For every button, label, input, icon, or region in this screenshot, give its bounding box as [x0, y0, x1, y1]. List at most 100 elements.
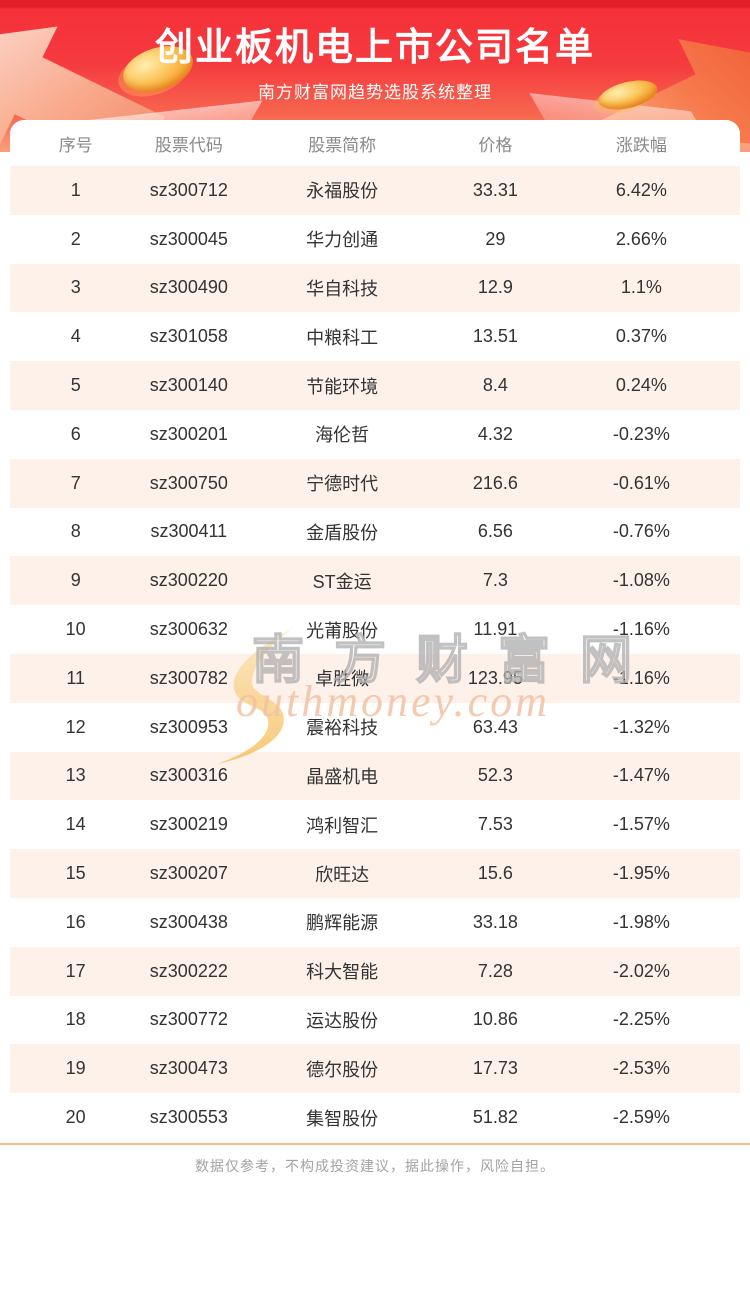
cell-change: 1.1%	[620, 277, 662, 298]
cell-index: 1	[70, 179, 81, 200]
cell-stock-code: sz300411	[150, 521, 228, 542]
cell-price: 6.56	[477, 521, 513, 542]
table-row: 2 sz300045 华力创通 29 2.66%	[10, 215, 740, 264]
cell-price: 8.4	[482, 375, 508, 396]
table-body: 1 sz300712 永福股份 33.31 6.42% 2 sz300045 华…	[10, 166, 740, 1142]
cell-stock-name: 中粮科工	[306, 327, 379, 348]
cell-price: 33.18	[472, 911, 518, 932]
cell-stock-name: 华自科技	[306, 278, 379, 299]
cell-price: 216.6	[472, 472, 518, 493]
cell-price: 52.3	[477, 765, 513, 786]
cell-stock-code: sz300750	[149, 472, 228, 493]
cell-change: -1.16%	[612, 619, 670, 640]
cell-price: 51.82	[472, 1107, 518, 1128]
footer-divider	[0, 1143, 750, 1145]
cell-stock-name: 鸿利智汇	[306, 815, 379, 836]
cell-stock-name: 德尔股份	[306, 1059, 379, 1080]
cell-index: 16	[65, 911, 86, 932]
column-header-index: 序号	[58, 135, 93, 155]
cell-index: 2	[70, 228, 81, 249]
cell-stock-code: sz300045	[149, 228, 228, 249]
table-row: 19 sz300473 德尔股份 17.73 -2.53%	[10, 1044, 740, 1094]
cell-index: 13	[65, 765, 86, 786]
cell-stock-code: sz300473	[149, 1058, 228, 1079]
table-row: 5 sz300140 节能环境 8.4 0.24%	[10, 361, 740, 410]
table-row: 9 sz300220 ST金运 7.3 -1.08%	[10, 556, 740, 606]
cell-stock-code: sz301058	[149, 326, 228, 347]
cell-stock-code: sz300316	[149, 765, 228, 786]
cell-stock-code: sz300632	[149, 619, 228, 640]
cell-stock-name: 晶盛机电	[306, 766, 379, 787]
cell-price: 29	[485, 228, 506, 249]
cell-change: -0.76%	[612, 521, 670, 542]
table-row: 11 sz300782 卓胜微 123.95 -1.16%	[10, 653, 740, 703]
cell-price: 10.86	[472, 1009, 518, 1030]
cell-stock-name: 科大智能	[306, 962, 379, 983]
cell-stock-name: 华力创通	[306, 230, 379, 251]
table-row: 8 sz300411 金盾股份 6.56 -0.76%	[10, 508, 740, 557]
cell-index: 10	[65, 619, 86, 640]
cell-stock-name: 海伦哲	[315, 425, 370, 446]
cell-change: 0.24%	[615, 375, 667, 396]
cell-price: 15.6	[477, 863, 513, 884]
cell-stock-code: sz300201	[149, 423, 228, 444]
table-header-row: 序号 股票代码 股票简称 价格 涨跌幅	[10, 120, 740, 166]
column-header-stock-name: 股票简称	[308, 135, 377, 155]
cell-price: 11.91	[473, 619, 518, 640]
table-row: 12 sz300953 震裕科技 63.43 -1.32%	[10, 703, 740, 752]
cell-stock-name: 运达股份	[306, 1010, 379, 1031]
cell-price: 7.53	[477, 814, 513, 835]
cell-index: 20	[65, 1107, 86, 1128]
table-row: 4 sz301058 中粮科工 13.51 0.37%	[10, 312, 740, 361]
cell-stock-name: 卓胜微	[315, 669, 370, 690]
table-row: 14 sz300219 鸿利智汇 7.53 -1.57%	[10, 800, 740, 849]
page-subtitle: 南方财富网趋势选股系统整理	[258, 83, 492, 102]
cell-stock-code: sz300222	[149, 960, 228, 981]
cell-stock-code: sz300490	[149, 277, 228, 298]
cell-index: 4	[70, 326, 81, 347]
cell-index: 18	[65, 1009, 86, 1030]
cell-index: 6	[70, 423, 81, 444]
table-row: 20 sz300553 集智股份 51.82 -2.59%	[10, 1093, 740, 1142]
cell-stock-code: sz300219	[149, 814, 228, 835]
cell-change: -2.59%	[612, 1107, 670, 1128]
cell-price: 33.31	[472, 179, 518, 200]
cell-index: 8	[70, 521, 81, 542]
cell-stock-name: 光莆股份	[306, 620, 379, 641]
cell-stock-name: 震裕科技	[306, 718, 379, 739]
table-row: 3 sz300490 华自科技 12.9 1.1%	[10, 263, 740, 313]
cell-index: 3	[70, 277, 81, 298]
cell-price: 17.73	[472, 1058, 518, 1079]
cell-stock-name: 宁德时代	[306, 474, 379, 495]
cell-change: 2.66%	[615, 228, 667, 249]
disclaimer-text: 数据仅参考，不构成投资建议，据此操作，风险自担。	[195, 1158, 555, 1174]
cell-index: 9	[70, 570, 81, 591]
cell-price: 7.28	[477, 960, 513, 981]
cell-stock-code: sz300220	[149, 570, 228, 591]
table-row: 15 sz300207 欣旺达 15.6 -1.95%	[10, 849, 740, 898]
stock-table: 序号 股票代码 股票简称 价格 涨跌幅 1 sz300712 永福股份 33.3…	[10, 120, 740, 1142]
cell-stock-name: ST金运	[312, 571, 372, 592]
cell-change: -1.08%	[612, 570, 670, 591]
cell-stock-name: 集智股份	[306, 1108, 379, 1129]
cell-stock-name: 欣旺达	[315, 864, 370, 885]
cell-index: 14	[65, 814, 86, 835]
cell-change: -0.23%	[612, 423, 670, 444]
table-row: 16 sz300438 鹏辉能源 33.18 -1.98%	[10, 898, 740, 947]
cell-index: 17	[65, 960, 86, 981]
table-row: 10 sz300632 光莆股份 11.91 -1.16%	[10, 605, 740, 654]
cell-stock-code: sz300438	[149, 911, 228, 932]
cell-change: -1.32%	[612, 716, 670, 737]
cell-change: -2.02%	[612, 960, 670, 981]
cell-index: 12	[65, 716, 86, 737]
cell-index: 5	[70, 375, 81, 396]
cell-price: 13.51	[472, 326, 518, 347]
cell-index: 7	[70, 472, 81, 493]
cell-index: 15	[65, 863, 86, 884]
cell-change: -1.57%	[612, 814, 670, 835]
cell-stock-code: sz300712	[149, 179, 228, 200]
table-row: 7 sz300750 宁德时代 216.6 -0.61%	[10, 458, 740, 508]
cell-stock-code: sz300782	[149, 667, 228, 688]
table-row: 18 sz300772 运达股份 10.86 -2.25%	[10, 996, 740, 1045]
cell-stock-name: 节能环境	[306, 376, 379, 397]
